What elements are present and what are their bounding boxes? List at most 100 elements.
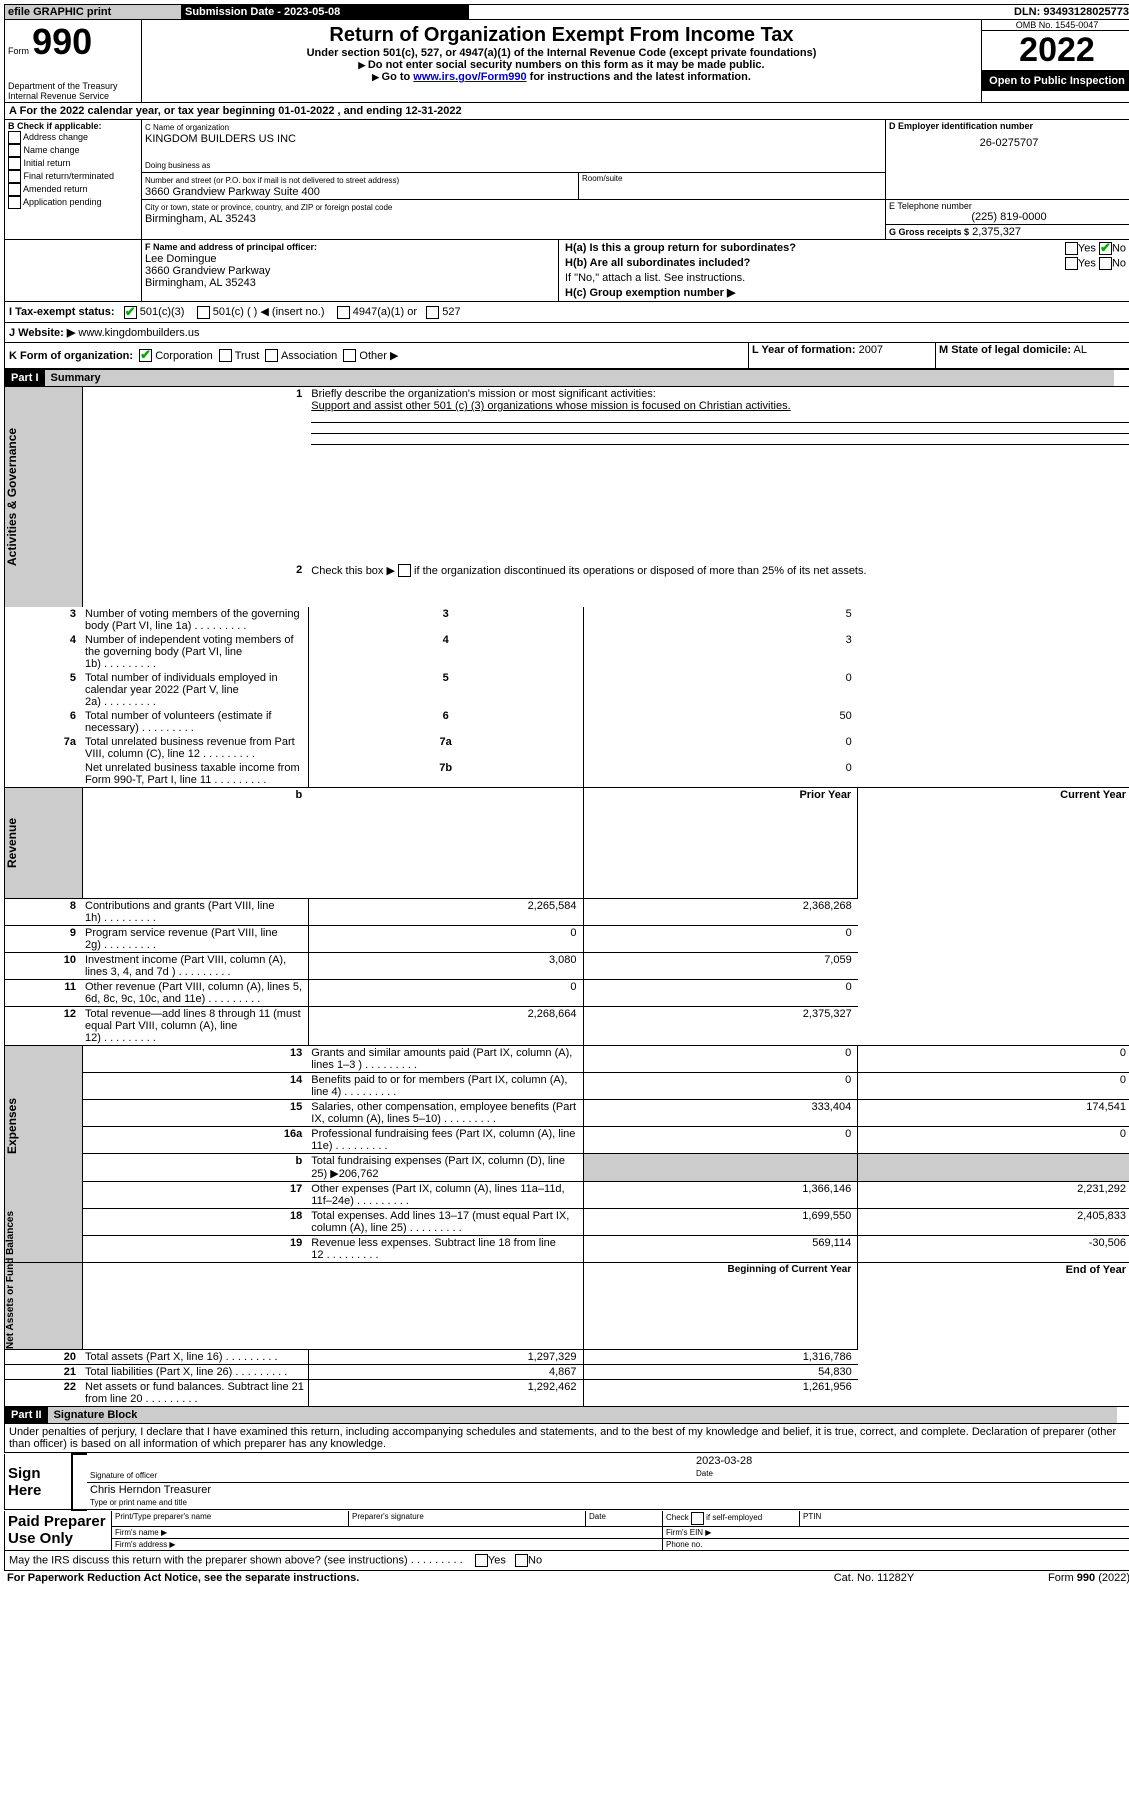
501c-checkbox[interactable] [197, 306, 210, 319]
website-url: www.kingdombuilders.us [78, 327, 199, 339]
box-d-label: D Employer identification number [889, 121, 1129, 131]
dept-treasury: Department of the Treasury [8, 81, 138, 91]
city-state-zip: Birmingham, AL 35243 [145, 213, 256, 225]
year-formation: 2007 [859, 344, 883, 356]
box-b-checkbox[interactable] [8, 196, 21, 209]
pra-notice: For Paperwork Reduction Act Notice, see … [4, 1571, 771, 1585]
box-g-label: G Gross receipts $ [889, 227, 969, 237]
box-c-label: C Name of organization [145, 123, 229, 132]
self-employed-label: Check if self-employed [666, 1513, 762, 1522]
tax-year: 2022 [982, 31, 1129, 71]
date-label: Date [696, 1469, 713, 1478]
other-checkbox[interactable] [343, 349, 356, 362]
part-2-header: Part IISignature Block [4, 1407, 1129, 1423]
officer-name: Chris Herndon Treasurer [90, 1484, 211, 1496]
mission-label: Briefly describe the organization's miss… [311, 388, 655, 400]
paid-preparer-block: Paid Preparer Use Only Print/Type prepar… [4, 1511, 1129, 1551]
hb-label: H(b) Are all subordinates included? [565, 257, 750, 269]
paid-preparer-label: Paid Preparer Use Only [5, 1511, 112, 1551]
ha-label: H(a) Is this a group return for subordin… [565, 242, 796, 254]
website-label: J Website: ▶ [9, 327, 75, 339]
4947-checkbox[interactable] [337, 306, 350, 319]
penalties-text: Under penalties of perjury, I declare th… [4, 1423, 1129, 1453]
part-2-title: Signature Block [48, 1407, 1117, 1423]
goto-pre: Go to [372, 71, 413, 83]
domicile-label: M State of legal domicile: [939, 344, 1071, 356]
ha-no-checkbox[interactable] [1099, 242, 1112, 255]
discuss-line: May the IRS discuss this return with the… [4, 1551, 1129, 1571]
box-f-label: F Name and address of principal officer: [145, 242, 317, 252]
assoc-checkbox[interactable] [265, 349, 278, 362]
net-side-label: Net Assets or Fund Balances [5, 1263, 16, 1349]
irs-label: Internal Revenue Service [8, 91, 138, 101]
box-b-checkbox[interactable] [8, 183, 21, 196]
no-label: No [1112, 242, 1126, 254]
name-label: Type or print name and title [90, 1498, 187, 1507]
irs-link[interactable]: www.irs.gov/Form990 [413, 71, 526, 83]
hb-no-checkbox[interactable] [1099, 257, 1112, 270]
sign-here-label: Sign Here [5, 1454, 73, 1510]
box-b-checkbox[interactable] [8, 131, 21, 144]
governance-side-label: Activities & Governance [5, 387, 19, 607]
form-header: Form 990 Department of the Treasury Inte… [4, 20, 1129, 103]
line-j: J Website: ▶ www.kingdombuilders.us [4, 323, 1129, 343]
line-2: Check this box ▶ if the organization dis… [311, 565, 866, 577]
room-suite-label: Room/suite [579, 173, 886, 200]
sign-here-block: Sign Here Signature of officer 2023-03-2… [4, 1453, 1129, 1511]
prep-sig-label: Preparer's signature [349, 1511, 586, 1527]
gross-receipts: 2,375,327 [972, 226, 1021, 238]
ptin-label: PTIN [800, 1511, 1129, 1527]
identity-block: B Check if applicable: Address change Na… [4, 120, 1129, 240]
top-bar: efile GRAPHIC print Submission Date - 20… [4, 4, 1129, 20]
phone-label: Phone no. [663, 1538, 1129, 1550]
year-formation-label: L Year of formation: [752, 344, 856, 356]
revenue-side-label: Revenue [5, 788, 19, 898]
discontinued-checkbox[interactable] [398, 564, 411, 577]
firm-name-label: Firm's name ▶ [112, 1526, 663, 1538]
501c3-checkbox[interactable] [124, 306, 137, 319]
yes-label: Yes [1078, 242, 1096, 254]
ssn-note: Do not enter social security numbers on … [145, 59, 978, 71]
discuss-yes-checkbox[interactable] [475, 1554, 488, 1567]
prior-year-header: Prior Year [583, 788, 858, 899]
firm-addr-label: Firm's address ▶ [112, 1538, 663, 1550]
part-1-header: Part ISummary [4, 369, 1129, 386]
part-1-title: Summary [45, 370, 1114, 386]
form-footer: Form 990 (2022) [1048, 1572, 1129, 1584]
beginning-year-header: Beginning of Current Year [583, 1263, 858, 1350]
mission-text: Support and assist other 501 (c) (3) org… [311, 400, 790, 412]
telephone: (225) 819-0000 [889, 211, 1129, 223]
print-name-label: Print/Type preparer's name [112, 1511, 349, 1527]
part-2-label: Part II [5, 1407, 48, 1423]
domicile: AL [1073, 344, 1086, 356]
trust-checkbox[interactable] [219, 349, 232, 362]
hb-note: If "No," attach a list. See instructions… [562, 271, 1129, 285]
prep-date-label: Date [586, 1511, 663, 1527]
box-b-checkbox[interactable] [8, 157, 21, 170]
line-i: I Tax-exempt status: 501(c)(3) 501(c) ( … [4, 302, 1129, 323]
officer-group-block: F Name and address of principal officer:… [4, 240, 1129, 302]
form-word: Form [8, 46, 29, 56]
submission-date: Submission Date - 2023-05-08 [182, 5, 469, 20]
box-b-checkbox[interactable] [8, 144, 21, 157]
efile-label: efile GRAPHIC print [5, 5, 182, 20]
527-checkbox[interactable] [426, 306, 439, 319]
hb-yes-checkbox[interactable] [1065, 257, 1078, 270]
footer: For Paperwork Reduction Act Notice, see … [4, 1571, 1129, 1585]
sig-date: 2023-03-28 [696, 1455, 752, 1467]
line-a: A For the 2022 calendar year, or tax yea… [4, 103, 1129, 120]
corp-checkbox[interactable] [139, 349, 152, 362]
form-number: 990 [32, 21, 92, 62]
dba-label: Doing business as [145, 161, 210, 170]
open-inspection: Open to Public Inspection [982, 71, 1129, 91]
discuss-no-checkbox[interactable] [515, 1554, 528, 1567]
cat-no: Cat. No. 11282Y [771, 1571, 977, 1585]
tax-exempt-label: I Tax-exempt status: [9, 306, 115, 318]
form-subtitle: Under section 501(c), 527, or 4947(a)(1)… [145, 47, 978, 59]
org-name: KINGDOM BUILDERS US INC [145, 133, 296, 145]
street-address: 3660 Grandview Parkway Suite 400 [145, 186, 320, 198]
box-b-checkbox[interactable] [8, 170, 21, 183]
self-employed-checkbox[interactable] [691, 1512, 704, 1525]
ha-yes-checkbox[interactable] [1065, 242, 1078, 255]
line-klm: K Form of organization: Corporation Trus… [4, 343, 1129, 370]
